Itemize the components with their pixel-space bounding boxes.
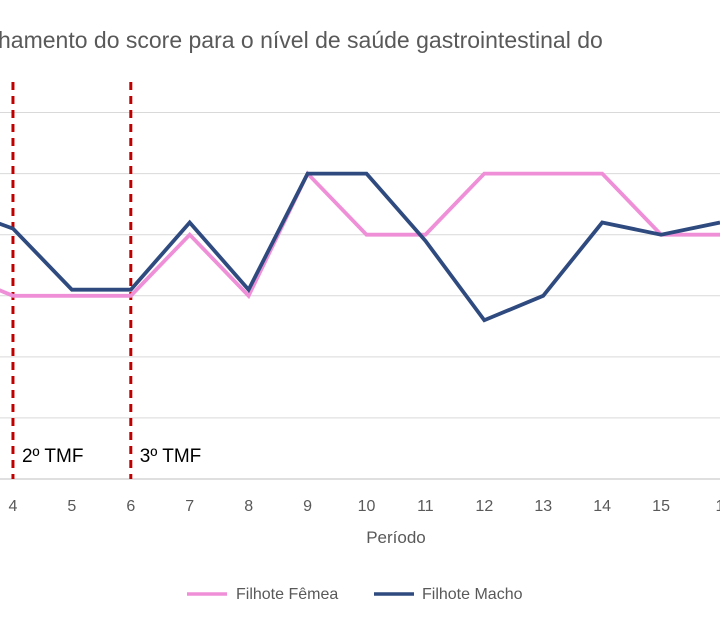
annotation-lines: 2º TMF 3º TMF: [11, 82, 201, 479]
annotation-label: 3º TMF: [140, 446, 201, 467]
x-tick-label: 12: [475, 498, 493, 515]
series-line-femea: [0, 170, 720, 300]
series-lines: [0, 170, 720, 323]
legend-label-macho: Filhote Macho: [422, 586, 523, 603]
x-tick-label: 1: [716, 498, 720, 515]
x-tick-label: 15: [652, 498, 670, 515]
annotation-label: 2º TMF: [22, 446, 83, 467]
x-tick-label: 11: [417, 498, 434, 515]
x-tick-label: 6: [126, 498, 135, 515]
x-tick-labels: 4 5 6 7 8 9 10 11 12 13 14 15 1: [9, 498, 720, 515]
x-tick-label: 14: [593, 498, 611, 515]
legend-label-femea: Filhote Fêmea: [236, 586, 338, 603]
x-tick-label: 8: [244, 498, 253, 515]
chart-title: hamento do score para o nível de saúde g…: [0, 27, 603, 53]
x-tick-label: 5: [67, 498, 76, 515]
x-axis-label: Período: [366, 528, 426, 547]
x-tick-label: 4: [9, 498, 18, 515]
series-line-macho: [0, 171, 720, 323]
x-tick-label: 9: [303, 498, 312, 515]
legend: Filhote Fêmea Filhote Macho: [187, 586, 523, 603]
x-tick-label: 7: [185, 498, 194, 515]
x-tick-label: 10: [358, 498, 376, 515]
x-tick-label: 13: [534, 498, 552, 515]
